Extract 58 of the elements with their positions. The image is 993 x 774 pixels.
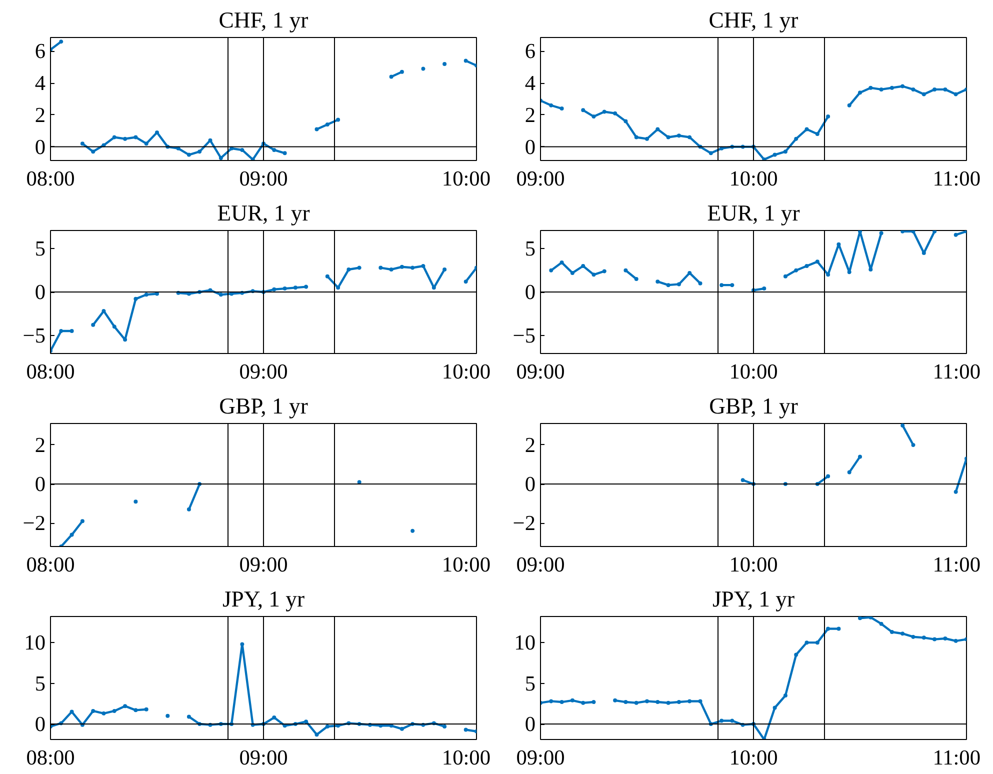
- y-tick-label: −5: [512, 323, 536, 348]
- x-tick-label: 08:00: [26, 552, 75, 576]
- x-tick-label: 10:00: [729, 552, 778, 576]
- chart-title: CHF, 1 yr: [708, 8, 799, 32]
- x-tick-label: 09:00: [239, 552, 288, 576]
- x-tick-label: 08:00: [26, 360, 75, 384]
- chart-title: JPY, 1 yr: [712, 586, 795, 612]
- x-tick-label: 10:00: [729, 746, 778, 770]
- y-tick-label: 2: [34, 432, 46, 457]
- y-tick-label: −2: [512, 511, 536, 536]
- x-tick-label: 09:00: [516, 746, 565, 770]
- x-tick-label: 10:00: [442, 746, 491, 770]
- y-tick-label: 0: [34, 280, 46, 304]
- y-tick-label: 0: [524, 134, 536, 159]
- y-tick-label: 5: [524, 236, 536, 261]
- x-tick-label: 10:00: [442, 552, 491, 576]
- y-tick-label: −5: [22, 323, 46, 348]
- x-tick-label: 11:00: [932, 166, 981, 190]
- x-tick-label: 10:00: [442, 166, 491, 190]
- y-tick-label: 0: [524, 280, 536, 304]
- y-tick-label: 4: [524, 71, 536, 96]
- y-tick-label: 0: [34, 712, 46, 736]
- y-tick-label: 2: [524, 432, 536, 457]
- x-tick-label: 09:00: [239, 746, 288, 770]
- x-tick-label: 09:00: [239, 166, 288, 190]
- x-tick-label: 11:00: [932, 746, 981, 770]
- chart-title: JPY, 1 yr: [222, 586, 305, 612]
- y-tick-label: 5: [34, 671, 46, 696]
- y-tick-label: 4: [34, 71, 46, 96]
- x-tick-label: 08:00: [26, 746, 75, 770]
- y-tick-label: 0: [34, 472, 46, 496]
- chart-title: GBP, 1 yr: [709, 394, 798, 418]
- x-tick-label: 10:00: [729, 166, 778, 190]
- chart-title: EUR, 1 yr: [217, 200, 310, 226]
- y-tick-label: 0: [524, 712, 536, 736]
- x-tick-label: 10:00: [442, 360, 491, 384]
- y-tick-label: 10: [514, 630, 536, 655]
- y-tick-label: 5: [524, 671, 536, 696]
- y-tick-label: 2: [524, 102, 536, 127]
- x-tick-label: 08:00: [26, 166, 75, 190]
- chart-title: CHF, 1 yr: [218, 8, 309, 32]
- x-tick-label: 11:00: [932, 552, 981, 576]
- y-tick-label: 0: [524, 472, 536, 496]
- chart-title: GBP, 1 yr: [219, 394, 308, 418]
- y-tick-label: 6: [34, 39, 46, 64]
- chart-title: EUR, 1 yr: [707, 200, 800, 226]
- y-tick-label: 6: [524, 39, 536, 64]
- x-tick-label: 09:00: [516, 552, 565, 576]
- x-tick-label: 09:00: [516, 360, 565, 384]
- y-tick-label: 5: [34, 236, 46, 261]
- y-tick-label: 2: [34, 102, 46, 127]
- x-tick-label: 09:00: [516, 166, 565, 190]
- y-tick-label: 0: [34, 134, 46, 159]
- x-tick-label: 09:00: [239, 360, 288, 384]
- x-tick-label: 11:00: [932, 360, 981, 384]
- x-tick-label: 10:00: [729, 360, 778, 384]
- y-tick-label: −2: [22, 511, 46, 536]
- y-tick-label: 10: [24, 630, 46, 655]
